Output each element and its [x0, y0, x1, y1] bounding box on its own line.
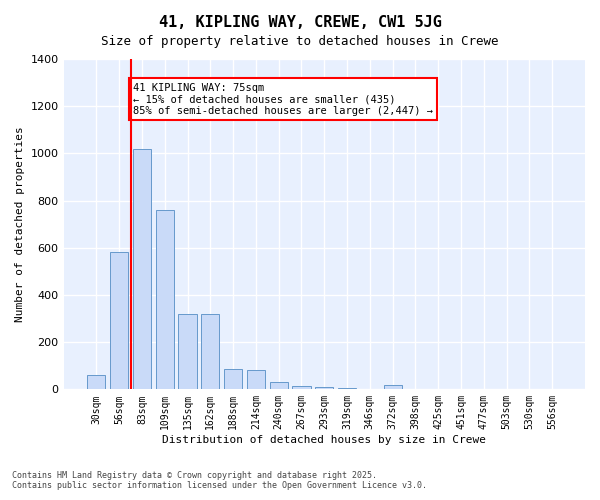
- Bar: [338, 388, 356, 390]
- Bar: [269, 382, 288, 390]
- Bar: [87, 375, 106, 390]
- Bar: [178, 314, 197, 390]
- Bar: [383, 384, 402, 390]
- Bar: [292, 386, 311, 390]
- Text: 41 KIPLING WAY: 75sqm
← 15% of detached houses are smaller (435)
85% of semi-det: 41 KIPLING WAY: 75sqm ← 15% of detached …: [133, 82, 433, 116]
- Text: Size of property relative to detached houses in Crewe: Size of property relative to detached ho…: [101, 35, 499, 48]
- X-axis label: Distribution of detached houses by size in Crewe: Distribution of detached houses by size …: [162, 435, 486, 445]
- Bar: [201, 314, 220, 390]
- Bar: [110, 252, 128, 390]
- Bar: [133, 148, 151, 390]
- Bar: [315, 387, 334, 390]
- Y-axis label: Number of detached properties: Number of detached properties: [15, 126, 25, 322]
- Text: 41, KIPLING WAY, CREWE, CW1 5JG: 41, KIPLING WAY, CREWE, CW1 5JG: [158, 15, 442, 30]
- Bar: [224, 370, 242, 390]
- Text: Contains HM Land Registry data © Crown copyright and database right 2025.
Contai: Contains HM Land Registry data © Crown c…: [12, 470, 427, 490]
- Bar: [247, 370, 265, 390]
- Bar: [155, 210, 174, 390]
